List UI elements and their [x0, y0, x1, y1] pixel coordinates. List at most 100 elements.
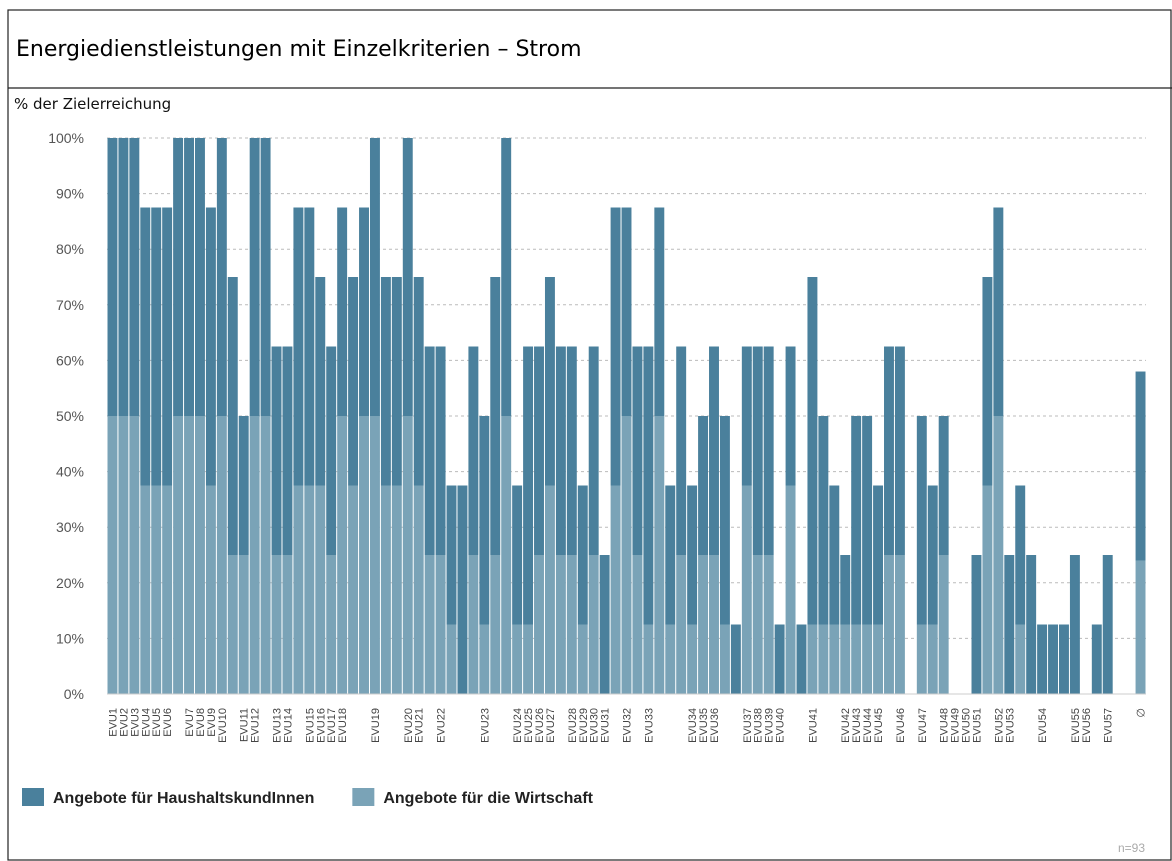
note: n=93	[1118, 841, 1145, 855]
x-tick-label: EVU25	[523, 708, 535, 743]
bar-segment	[1004, 555, 1015, 694]
bar-segment	[698, 555, 709, 694]
bar-segment	[140, 485, 151, 694]
bar-segment	[490, 555, 501, 694]
x-tick-label: EVU51	[971, 708, 983, 743]
bar-segment	[468, 346, 479, 555]
bar-segment	[337, 207, 348, 416]
y-tick-label: 20%	[56, 575, 84, 591]
x-tick-label: EVU32	[622, 708, 634, 743]
y-tick-label: 10%	[56, 630, 84, 646]
x-tick-label: EVU27	[545, 708, 557, 743]
bar-segment	[369, 416, 380, 694]
bar-segment	[380, 485, 391, 694]
bar-segment	[741, 346, 752, 486]
frame	[7, 9, 1172, 861]
bar-segment	[413, 485, 424, 694]
bar-segment	[457, 485, 468, 694]
x-tick-label: EVU15	[304, 708, 316, 743]
bar-segment	[435, 346, 446, 555]
bar-segment	[621, 416, 632, 694]
bar-segment	[938, 555, 949, 694]
bar-segment	[818, 416, 829, 625]
bar-segment	[413, 277, 424, 486]
bar-segment	[894, 555, 905, 694]
bar-segment	[654, 207, 665, 416]
bar-segment	[566, 555, 577, 694]
chart-title: Energiedienstleistungen mit Einzelkriter…	[16, 37, 582, 62]
bar-segment	[719, 416, 730, 625]
x-tick-label: EVU38	[753, 708, 765, 743]
bar-segment	[271, 555, 282, 694]
bar-segment	[490, 277, 501, 555]
bar-segment	[260, 416, 271, 694]
y-tick-label: 70%	[56, 297, 84, 313]
bar-segment	[873, 485, 884, 625]
x-tick-label: EVU26	[534, 708, 546, 743]
bar-segment	[1037, 624, 1048, 694]
bar-segment	[566, 346, 577, 555]
x-tick-label: EVU45	[873, 708, 885, 743]
x-tick-label: EVU21	[414, 708, 426, 743]
bar-segment	[282, 555, 293, 694]
bar-segment	[676, 346, 687, 555]
legend-swatch	[352, 788, 375, 806]
bar-segment	[337, 416, 348, 694]
bar-segment	[205, 485, 216, 694]
x-tick-label: EVU18	[337, 708, 349, 743]
bar-segment	[501, 416, 512, 694]
bar-segment	[1135, 371, 1146, 561]
bar-segment	[205, 207, 216, 486]
bar-segment	[227, 277, 238, 555]
bar-segment	[840, 555, 851, 625]
bar-segment	[238, 416, 249, 555]
bar-segment	[424, 346, 435, 555]
bar-segment	[621, 207, 632, 416]
legend-label: Angebote für HaushaltskundInnen	[53, 790, 314, 807]
bar-segment	[468, 555, 479, 694]
bar-segment	[763, 346, 774, 555]
bar-segment	[184, 138, 194, 416]
x-tick-label: EVU41	[807, 708, 819, 743]
x-tick-label: EVU52	[993, 708, 1005, 743]
bar-segment	[479, 624, 490, 694]
legend-swatch	[22, 788, 44, 806]
bar-segment	[851, 624, 862, 694]
bar-segment	[555, 346, 566, 555]
bar-segment	[862, 624, 873, 694]
bar-segment	[709, 346, 719, 555]
bar-segment	[741, 485, 752, 694]
x-tick-label: EVU9	[206, 708, 218, 737]
bar-segment	[184, 416, 194, 694]
bar-segment	[851, 416, 862, 625]
x-tick-label: ∅	[1136, 708, 1148, 718]
y-tick-label: 100%	[48, 130, 84, 146]
bar-segment	[118, 416, 129, 694]
bar-segment	[348, 485, 359, 694]
bar-segment	[982, 277, 993, 486]
x-tick-label: EVU12	[250, 708, 262, 743]
y-tick-label: 50%	[56, 408, 84, 424]
bar-segment	[391, 277, 402, 486]
y-tick-label: 80%	[56, 241, 84, 257]
x-tick-label: EVU39	[764, 708, 776, 743]
bar-segment	[807, 277, 818, 625]
bar-segment	[829, 624, 840, 694]
bar-segment	[162, 485, 173, 694]
x-tick-label: EVU37	[742, 708, 754, 743]
x-tick-label: EVU6	[162, 708, 174, 737]
bar-segment	[391, 485, 402, 694]
bar-segment	[807, 624, 818, 694]
bar-segment	[577, 485, 588, 625]
bar-segment	[938, 416, 949, 555]
bar-segment	[151, 485, 162, 694]
x-tick-label: EVU20	[403, 708, 415, 743]
bar-segment	[643, 624, 654, 694]
bar-segment	[1015, 485, 1026, 625]
bar-segment	[359, 416, 369, 694]
bar-segment	[829, 485, 840, 625]
bar-segment	[249, 416, 260, 694]
bar-segment	[687, 485, 698, 625]
bar-segment	[862, 416, 873, 625]
bar-segment	[676, 555, 687, 694]
